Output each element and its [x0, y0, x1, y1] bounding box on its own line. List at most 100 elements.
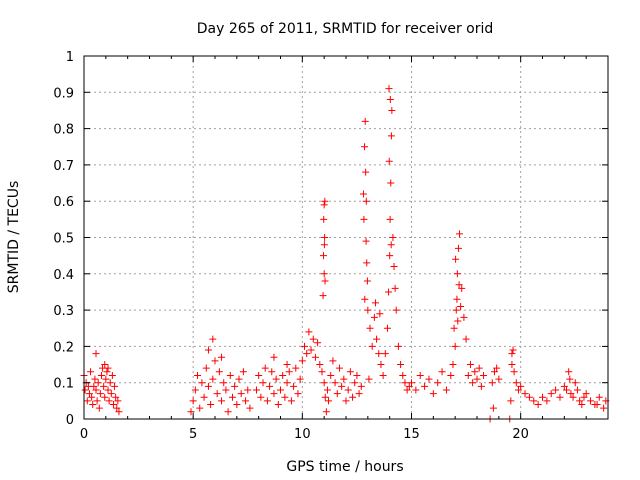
- data-point: [272, 375, 280, 383]
- data-point: [363, 277, 371, 285]
- data-point: [593, 400, 601, 408]
- data-point: [104, 364, 112, 372]
- data-point: [191, 386, 199, 394]
- data-point: [580, 393, 588, 401]
- data-point: [298, 357, 306, 365]
- data-point: [510, 368, 518, 376]
- data-point: [320, 201, 328, 209]
- data-point: [362, 237, 370, 245]
- data-point: [509, 346, 517, 354]
- data-point: [329, 357, 337, 365]
- y-tick-labels: 0 0.1 0.2 0.3 0.4 0.5 0.6 0.7 0.8 0.9 1: [53, 50, 74, 428]
- y-tick-label: 0.4: [53, 268, 74, 283]
- data-point: [454, 244, 462, 252]
- data-point: [319, 292, 327, 300]
- x-tick-label: 10: [294, 427, 311, 442]
- data-point: [370, 313, 378, 321]
- data-point: [480, 371, 488, 379]
- data-point: [530, 397, 538, 405]
- data-point: [327, 371, 335, 379]
- data-point: [202, 364, 210, 372]
- data-point: [242, 397, 250, 405]
- data-point: [508, 361, 516, 369]
- x-tick-label: 0: [80, 427, 88, 442]
- data-point: [387, 241, 395, 249]
- data-point: [270, 353, 278, 361]
- data-point: [91, 375, 99, 383]
- data-point: [449, 361, 457, 369]
- data-point: [397, 361, 405, 369]
- y-axis-label: SRMTID / TECUs: [6, 181, 22, 294]
- data-point: [375, 350, 383, 358]
- data-point: [209, 335, 217, 343]
- data-point: [366, 324, 374, 332]
- data-point: [322, 408, 330, 416]
- y-tick-label: 0.5: [53, 232, 74, 247]
- data-point: [387, 132, 395, 140]
- data-point: [387, 179, 395, 187]
- data-point: [571, 379, 579, 387]
- data-point: [224, 408, 232, 416]
- data-point: [403, 386, 411, 394]
- data-point: [113, 404, 121, 412]
- data-point: [360, 215, 368, 223]
- data-point: [321, 393, 329, 401]
- data-point: [103, 368, 111, 376]
- data-point: [342, 397, 350, 405]
- data-point: [344, 386, 352, 394]
- data-point: [416, 371, 424, 379]
- data-point: [218, 353, 226, 361]
- data-point: [318, 368, 326, 376]
- data-point: [90, 382, 98, 390]
- data-point: [401, 379, 409, 387]
- x-tick-labels: 0 5 10 15 20: [80, 427, 529, 442]
- data-point: [362, 197, 370, 205]
- data-point: [471, 368, 479, 376]
- data-point: [565, 368, 573, 376]
- data-point: [331, 379, 339, 387]
- data-point: [563, 386, 571, 394]
- data-point: [385, 85, 393, 93]
- data-point: [211, 357, 219, 365]
- x-tick-label: 20: [512, 427, 529, 442]
- data-point: [279, 371, 287, 379]
- data-point: [320, 252, 328, 260]
- data-point: [353, 371, 361, 379]
- data-point: [194, 371, 202, 379]
- data-point: [335, 364, 343, 372]
- data-point: [96, 390, 104, 398]
- data-point: [373, 335, 381, 343]
- data-point: [517, 382, 525, 390]
- data-point: [469, 379, 477, 387]
- data-point: [351, 379, 359, 387]
- data-point: [452, 255, 460, 263]
- data-point: [292, 364, 300, 372]
- data-point: [386, 215, 394, 223]
- y-tick-label: 0.8: [53, 123, 74, 138]
- data-point: [333, 390, 341, 398]
- data-point: [346, 368, 354, 376]
- data-point: [323, 386, 331, 394]
- data-point: [477, 382, 485, 390]
- data-point: [363, 259, 371, 267]
- y-tick-label: 0.3: [53, 304, 74, 319]
- data-point: [587, 397, 595, 405]
- data-point: [239, 368, 247, 376]
- data-point: [83, 397, 91, 405]
- data-point: [455, 281, 463, 289]
- data-point: [383, 324, 391, 332]
- data-point: [268, 368, 276, 376]
- data-point: [109, 400, 117, 408]
- data-point: [325, 397, 333, 405]
- data-point: [244, 386, 252, 394]
- data-point: [196, 404, 204, 412]
- x-tick-label: 5: [189, 427, 197, 442]
- data-point: [296, 375, 304, 383]
- x-tick-label: 15: [403, 427, 420, 442]
- data-point: [311, 353, 319, 361]
- data-point: [534, 400, 542, 408]
- data-point: [200, 393, 208, 401]
- data-point: [357, 382, 365, 390]
- data-point: [107, 390, 115, 398]
